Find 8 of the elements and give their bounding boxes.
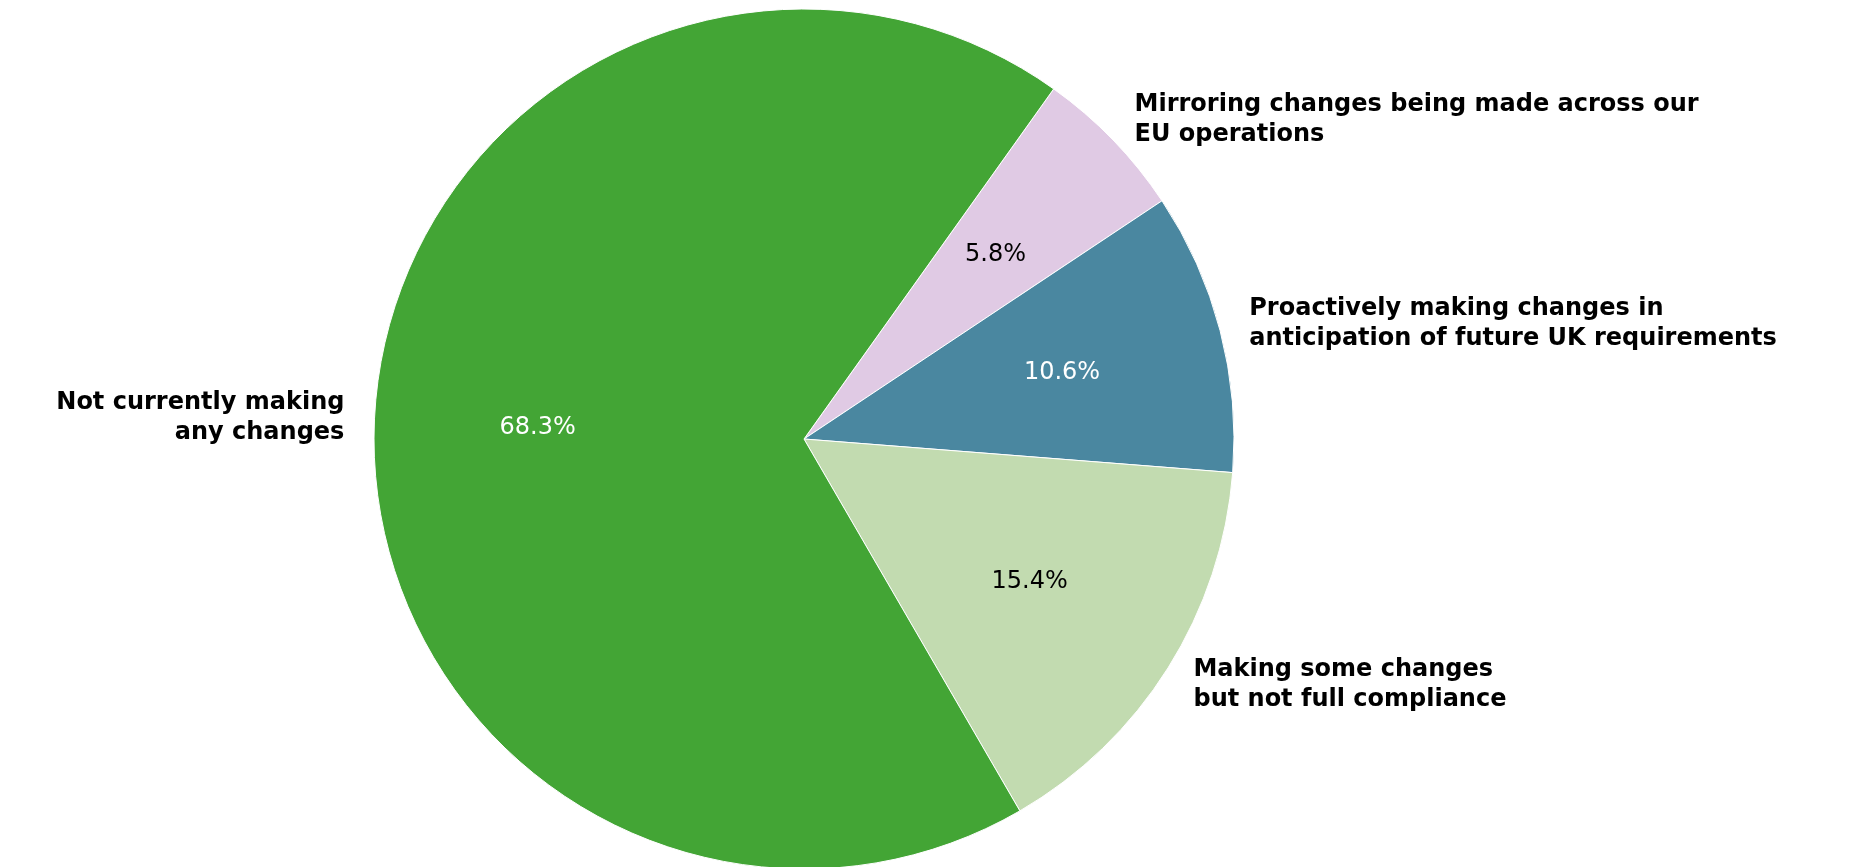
slice-label: Proactively making changes in anticipation of future UK requirements xyxy=(1249,293,1777,352)
slice-label: Not currently making any changes xyxy=(56,387,345,446)
slice-label: Mirroring changes being made across our EU operations xyxy=(1134,88,1699,147)
data-label: 68.3% xyxy=(499,411,576,440)
slice-label: Making some changes but not full compliance xyxy=(1193,654,1507,712)
data-label: 10.6% xyxy=(1023,356,1101,385)
data-label: 5.8% xyxy=(965,238,1027,267)
data-label: 15.4% xyxy=(991,565,1068,594)
